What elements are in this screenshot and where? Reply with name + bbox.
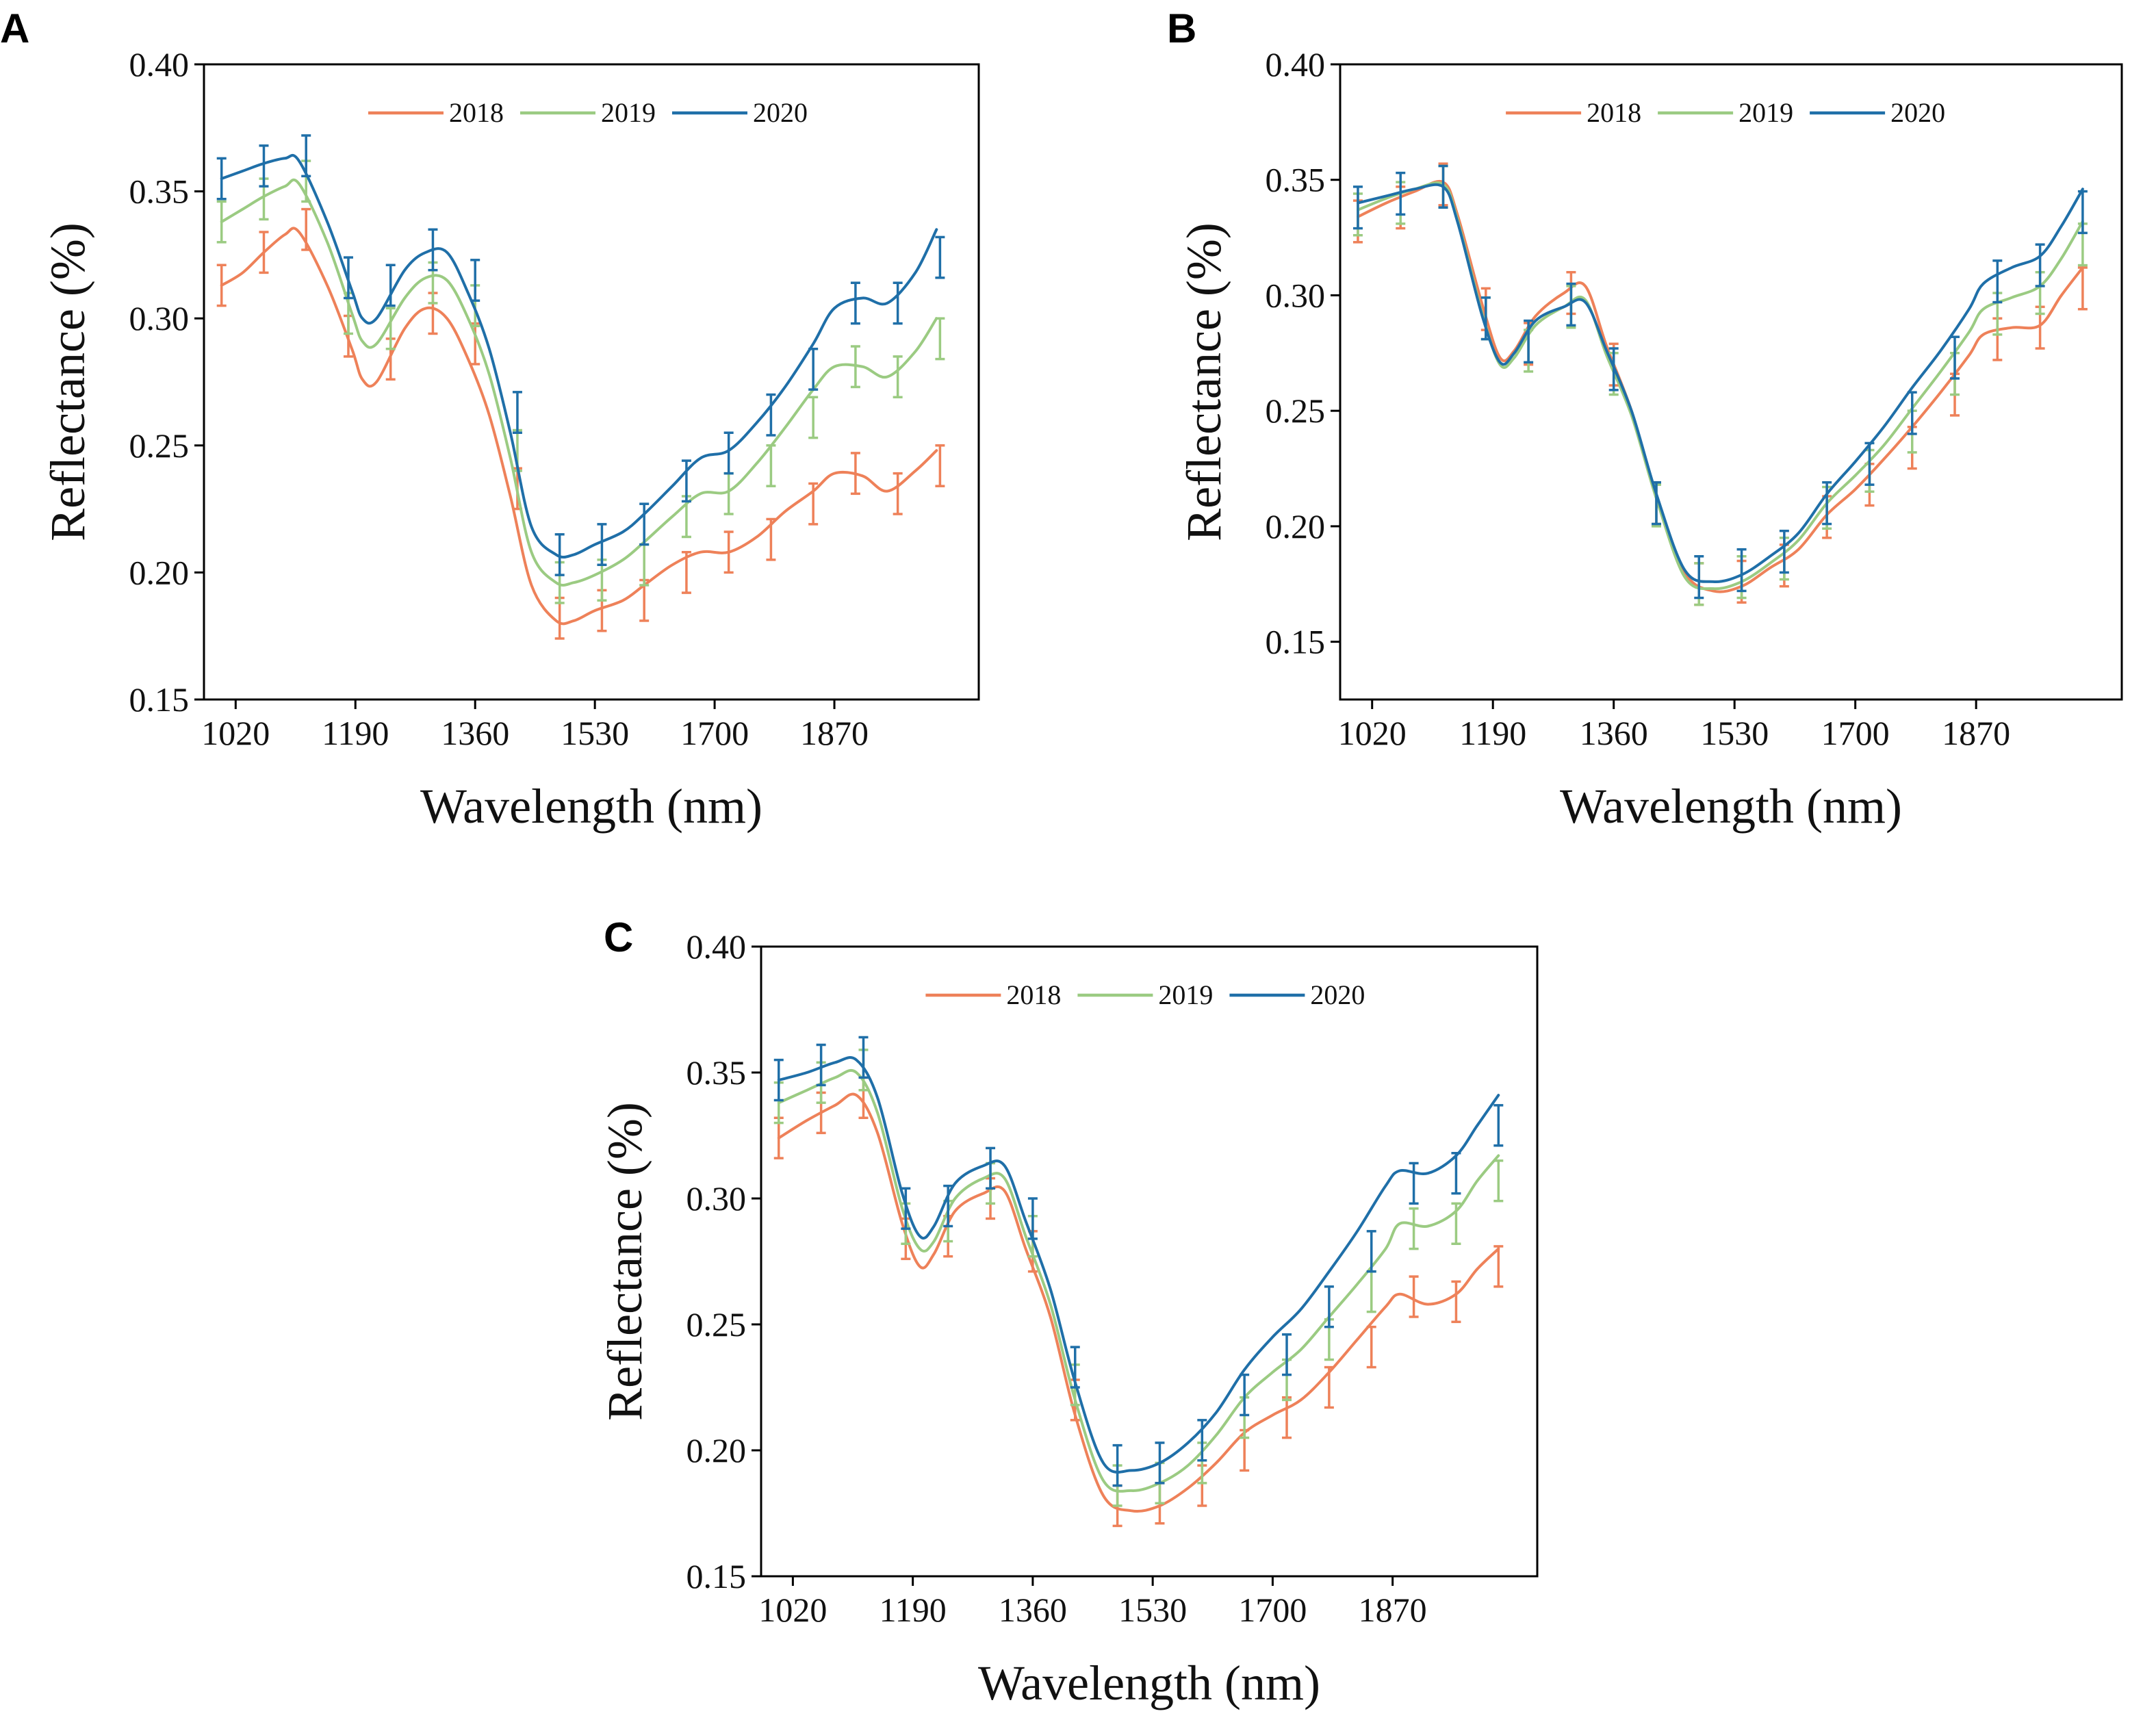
legend: 2018 2019 2020 [368,97,808,128]
x-tick-label: 1190 [322,714,389,752]
y-tick-label: 0.35 [1266,161,1326,199]
panel-b: B 0.15 0.20 0.25 0.30 0.35 0.40 1020 1190 1360 153… [1167,5,2123,834]
x-tick-label: 1020 [201,714,270,752]
y-tick-label: 0.40 [1266,45,1326,84]
plot-frame [203,63,980,701]
legend-label-2019: 2019 [601,97,656,128]
y-tick-label: 0.20 [1266,507,1326,545]
legend-label-2020: 2020 [1890,97,1945,128]
y-axis-title: Reflectance (%) [1177,222,1231,541]
legend-label-2019: 2019 [1738,97,1793,128]
legend: 2018 2019 2020 [925,979,1365,1010]
x-tick-label: 1530 [1700,714,1769,752]
y-tick-label: 0.30 [1266,276,1326,314]
series-2020 [773,1036,1504,1487]
series-2020 [1352,164,2088,600]
y-axis-title: Reflectance (%) [598,1102,652,1421]
y-tick-label: 0.30 [686,1179,747,1218]
y-tick-label: 0.35 [129,172,190,211]
panel-letter-b: B [1167,5,1196,51]
legend: 2018 2019 2020 [1506,97,1945,128]
x-tick-label: 1360 [999,1591,1067,1629]
panel-letter-a: A [0,5,29,51]
panel-c: C 0.15 0.20 0.25 0.30 0.35 0.40 1020 1190 1360 153… [598,914,1539,1710]
x-tick-label: 1190 [880,1591,947,1629]
y-tick-label: 0.20 [129,553,190,591]
y-tick-label: 0.25 [1266,392,1326,430]
x-tick-label: 1700 [680,714,749,752]
legend-label-2020: 2020 [753,97,808,128]
x-axis-title: Wavelength (nm) [420,779,762,834]
legend-label-2018: 2018 [449,97,504,128]
series-line-2019 [777,1068,1500,1493]
y-tick-label: 0.40 [129,45,190,84]
x-axis-title: Wavelength (nm) [978,1656,1320,1710]
plot-frame [760,945,1539,1578]
panel-a: A 0.15 0.20 0.25 0.30 0.35 0.40 1020 1190 1360 153… [0,5,980,834]
x-tick-label: 1700 [1821,714,1890,752]
panel-letter-c: C [604,914,633,960]
y-tick-label: 0.25 [129,426,190,465]
y-tick-label: 0.15 [1266,623,1326,661]
legend-label-2018: 2018 [1006,979,1061,1010]
series-line-2018 [777,1092,1500,1513]
x-tick-label: 1700 [1238,1591,1307,1629]
y-tick-label: 0.15 [129,680,190,719]
series-line-2019 [220,178,938,587]
series-line-2018 [220,227,938,626]
plot-frame [1339,63,2123,701]
x-tick-label: 1870 [800,714,869,752]
x-tick-label: 1870 [1942,714,2010,752]
x-tick-label: 1530 [1118,1591,1187,1629]
y-tick-label: 0.30 [129,299,190,337]
x-tick-label: 1360 [1580,714,1648,752]
x-tick-label: 1190 [1459,714,1526,752]
legend-label-2019: 2019 [1158,979,1213,1010]
legend-label-2020: 2020 [1310,979,1365,1010]
series-line-2020 [220,153,938,559]
x-axis-title: Wavelength (nm) [1560,779,1902,834]
x-tick-label: 1020 [1338,714,1407,752]
x-tick-label: 1870 [1359,1591,1427,1629]
y-tick-label: 0.15 [686,1557,747,1595]
y-tick-label: 0.25 [686,1305,747,1344]
y-axis-title: Reflectance (%) [40,222,95,541]
legend-label-2018: 2018 [1587,97,1641,128]
series-2020 [216,134,945,576]
series-line-2020 [777,1056,1500,1474]
y-tick-label: 0.40 [686,927,747,966]
x-tick-label: 1530 [561,714,629,752]
y-tick-label: 0.35 [686,1053,747,1092]
y-tick-label: 0.20 [686,1431,747,1469]
series-line-2020 [1357,183,2084,584]
x-tick-label: 1020 [758,1591,827,1629]
x-tick-label: 1360 [441,714,509,752]
